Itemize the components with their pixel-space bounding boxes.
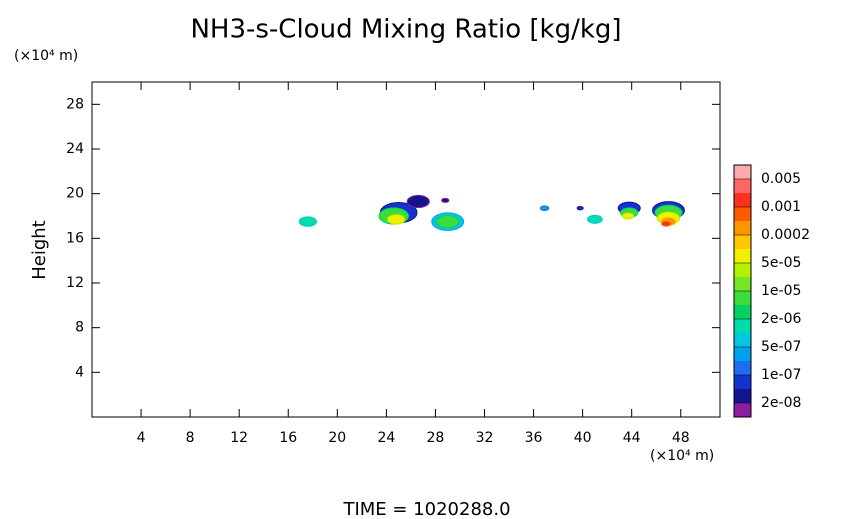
x-tick-label: 32: [476, 430, 494, 446]
colorbar-label: 2e-08: [761, 395, 801, 411]
y-unit: (×10⁴ m): [14, 48, 78, 64]
colorbar-swatch: [734, 389, 751, 403]
x-tick-label: 8: [186, 430, 195, 446]
colorbar-swatch: [734, 277, 751, 291]
contour-cell: [441, 197, 450, 203]
y-axis-label: Height: [29, 220, 50, 280]
colorbar-label: 1e-07: [761, 367, 801, 383]
colorbar-swatch: [734, 403, 751, 417]
x-tick-label: 20: [328, 430, 346, 446]
colorbar-label: 2e-06: [761, 311, 801, 327]
y-tick-label: 4: [75, 364, 84, 380]
x-tick-label: 24: [377, 430, 395, 446]
colorbar-swatch: [734, 249, 751, 263]
x-tick-label: 12: [230, 430, 248, 446]
x-tick-label: 36: [525, 430, 543, 446]
colorbar-swatch: [734, 375, 751, 389]
x-tick-label: 28: [427, 430, 445, 446]
y-tick-label: 12: [66, 275, 84, 291]
colorbar-swatch: [734, 179, 751, 193]
colorbar-label: 5e-05: [761, 255, 801, 271]
colorbar-swatch: [734, 361, 751, 375]
contour-cell: [298, 216, 317, 227]
x-tick-label: 40: [574, 430, 592, 446]
colorbar-label: 1e-05: [761, 283, 801, 299]
x-tick-label: 44: [623, 430, 641, 446]
contour-cell: [587, 214, 603, 224]
footer: TIME = 1020288.0: [342, 499, 510, 519]
y-tick-label: 16: [66, 230, 84, 246]
contour-cell: [576, 205, 584, 211]
colorbar-swatch: [734, 221, 751, 235]
x-tick-label: 48: [672, 430, 690, 446]
y-tick-label: 20: [66, 186, 84, 202]
colorbar-swatch: [734, 291, 751, 305]
colorbar-swatch: [734, 165, 751, 179]
colorbar-label: 0.0002: [761, 227, 810, 243]
y-tick-label: 24: [66, 141, 84, 157]
contour-cell: [661, 220, 671, 227]
contour-cell: [621, 212, 635, 220]
colorbar-label: 5e-07: [761, 339, 801, 355]
colorbar-swatch: [734, 235, 751, 249]
contour-cell: [406, 194, 430, 209]
colorbar-swatch: [734, 333, 751, 347]
plot-frame: [91, 81, 721, 418]
y-tick-label: 28: [66, 96, 84, 112]
colorbar-swatch: [734, 207, 751, 221]
x-tick-label: 16: [279, 430, 297, 446]
y-tick-label: 8: [75, 320, 84, 336]
colorbar-swatch: [734, 263, 751, 277]
x-tick-label: 4: [137, 430, 146, 446]
colorbar-label: 0.005: [761, 171, 801, 187]
colorbar-swatch: [734, 193, 751, 207]
contour-cell: [387, 214, 406, 225]
x-unit: (×10⁴ m): [650, 448, 714, 464]
colorbar-label: 0.001: [761, 199, 801, 215]
chart-title: NH3-s-Cloud Mixing Ratio [kg/kg]: [190, 15, 621, 45]
contour-cell: [539, 205, 550, 212]
contour-cell: [436, 215, 460, 229]
colorbar-swatch: [734, 305, 751, 319]
colorbar-swatch: [734, 347, 751, 361]
colorbar-swatch: [734, 319, 751, 333]
